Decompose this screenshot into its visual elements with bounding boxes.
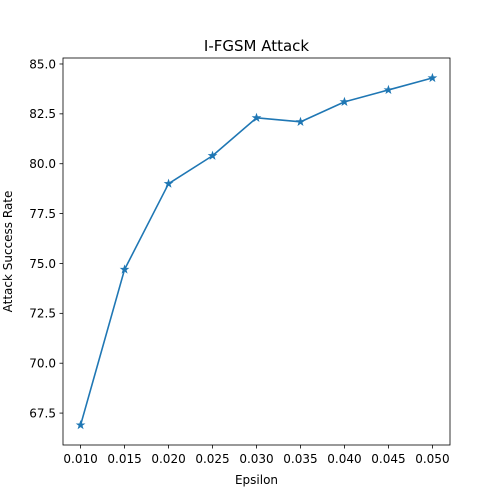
y-tick-label: 80.0 [29, 157, 56, 171]
data-point-marker [427, 72, 438, 83]
x-tick-label: 0.020 [151, 452, 185, 466]
x-tick-label: 0.025 [195, 452, 229, 466]
y-tick-label: 70.0 [29, 357, 56, 371]
y-tick-label: 67.5 [29, 406, 56, 420]
x-tick-label: 0.015 [107, 452, 141, 466]
data-point-marker [119, 264, 130, 274]
data-point-marker [207, 150, 218, 160]
x-tick-label: 0.030 [239, 452, 273, 466]
x-tick-label: 0.040 [327, 452, 361, 466]
y-tick-label: 77.5 [29, 207, 56, 221]
y-tick-label: 85.0 [29, 57, 56, 71]
plot-area [63, 58, 450, 445]
x-axis-title: Epsilon [235, 473, 278, 487]
chart-title: I-FGSM Attack [204, 37, 310, 55]
data-point-marker [251, 112, 262, 122]
x-axis-ticks: 0.010 0.015 0.020 0.025 0.030 0.035 0.040 0.045… [63, 445, 450, 466]
x-tick-label: 0.035 [283, 452, 317, 466]
y-tick-label: 82.5 [29, 107, 56, 121]
plot-frame [62, 57, 451, 446]
y-axis-ticks: 67.5 70.0 72.5 75.0 77.5 80.0 82.5 85.0 [29, 57, 63, 420]
y-tick-label: 75.0 [29, 257, 56, 271]
y-tick-label: 72.5 [29, 307, 56, 321]
y-axis-title: Attack Success Rate [1, 191, 15, 313]
data-point-marker [295, 116, 306, 126]
data-point-marker [383, 84, 394, 95]
series-layer [75, 72, 438, 430]
x-tick-label: 0.010 [63, 452, 97, 466]
x-tick-label: 0.050 [415, 452, 449, 466]
data-point-marker [163, 178, 174, 188]
x-tick-label: 0.045 [371, 452, 405, 466]
data-point-marker [75, 419, 86, 430]
data-point-marker [339, 96, 350, 107]
